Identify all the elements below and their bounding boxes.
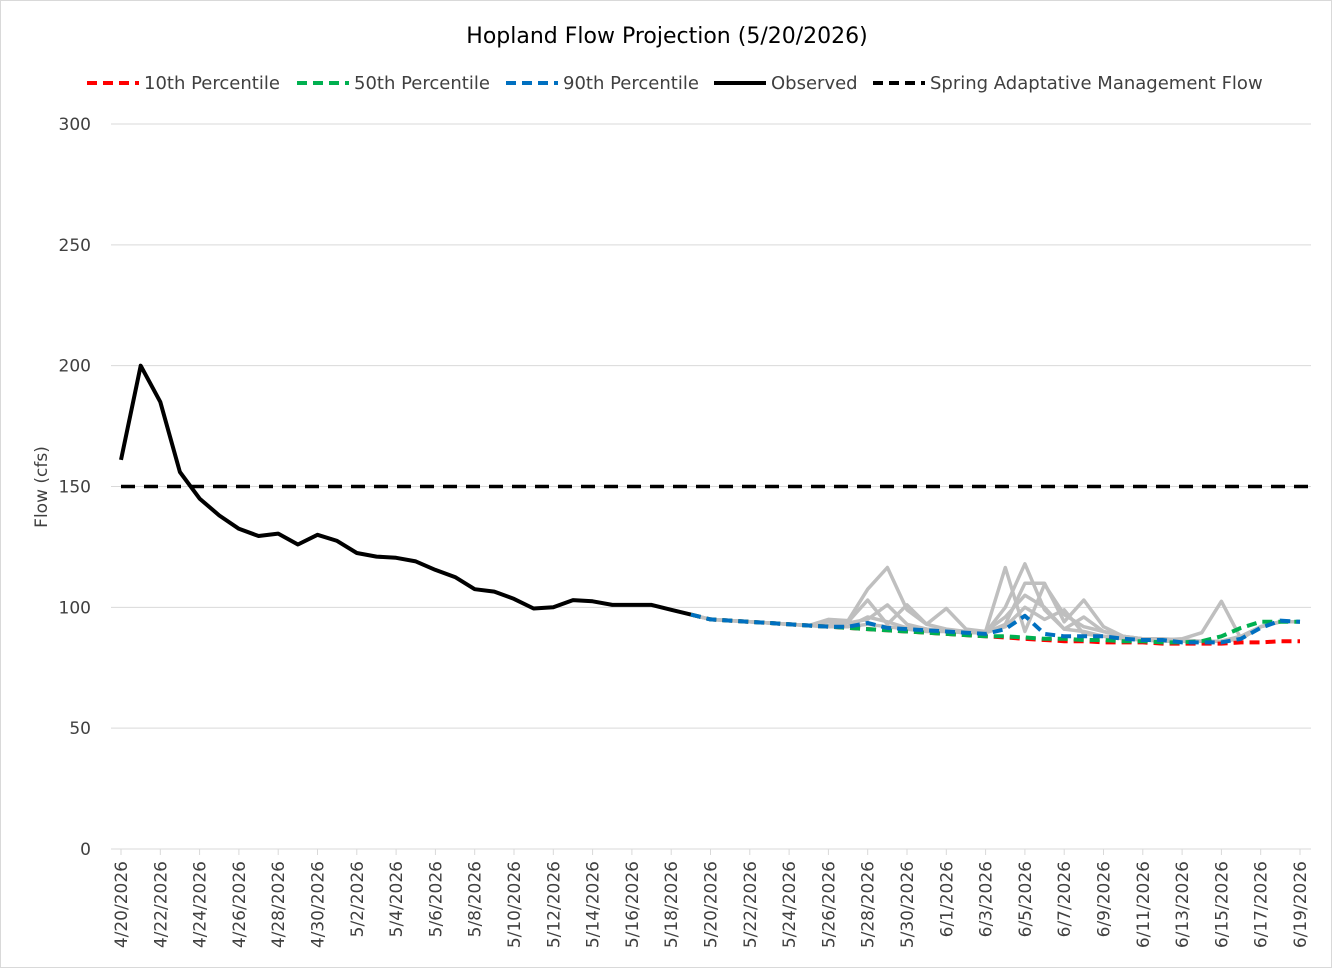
observed-layer: [119, 363, 692, 617]
x-tick-label: 4/30/2026: [309, 861, 329, 948]
y-tick-label: 100: [59, 598, 91, 618]
x-tick-label: 6/15/2026: [1212, 861, 1232, 948]
legend: 10th Percentile 50th Percentile 90th Perce…: [87, 73, 1263, 94]
y-axis-ticks: 0 50 100 150 200 250 300: [59, 115, 91, 860]
x-tick-label: 6/19/2026: [1291, 861, 1311, 948]
x-tick-label: 5/18/2026: [662, 861, 682, 948]
legend-label: Observed: [771, 73, 858, 94]
percentile-layer: [690, 612, 1301, 646]
x-tick-label: 6/3/2026: [977, 861, 997, 937]
x-tick-label: 4/20/2026: [112, 861, 132, 948]
x-axis: 4/20/2026 4/22/2026 4/24/2026 4/26/2026 4/28…: [111, 848, 1311, 948]
x-tick-label: 5/16/2026: [623, 861, 643, 948]
x-tick-label: 4/28/2026: [269, 861, 289, 948]
x-tick-label: 5/14/2026: [584, 861, 604, 948]
x-tick-label: 6/5/2026: [1016, 861, 1036, 937]
y-tick-label: 150: [59, 478, 91, 498]
legend-label: 90th Percentile: [563, 73, 699, 94]
x-tick-label: 6/1/2026: [937, 861, 957, 937]
percentile-line: [690, 612, 1301, 645]
x-tick-label: 5/20/2026: [702, 861, 722, 948]
x-tick-label: 4/26/2026: [230, 861, 250, 948]
x-tick-label: 6/17/2026: [1252, 861, 1272, 948]
x-tick-label: 5/12/2026: [544, 861, 564, 948]
observed-line: [119, 363, 692, 617]
y-tick-label: 300: [59, 115, 91, 135]
x-tick-label: 5/30/2026: [898, 861, 918, 948]
legend-label: 50th Percentile: [354, 73, 490, 94]
legend-label: Spring Adaptative Management Flow: [930, 73, 1263, 94]
legend-label: 10th Percentile: [144, 73, 280, 94]
y-tick-label: 50: [69, 719, 91, 739]
x-tick-label: 6/9/2026: [1095, 861, 1115, 937]
x-tick-label: 5/4/2026: [387, 861, 407, 937]
x-tick-label: 5/24/2026: [780, 861, 800, 948]
x-tick-label: 5/22/2026: [741, 861, 761, 948]
x-tick-label: 4/22/2026: [151, 861, 171, 948]
y-tick-label: 250: [59, 236, 91, 256]
x-tick-label: 6/11/2026: [1134, 861, 1154, 948]
x-tick-label: 6/13/2026: [1173, 861, 1193, 948]
y-tick-label: 200: [59, 357, 91, 377]
x-tick-label: 5/2/2026: [348, 861, 368, 937]
x-tick-label: 5/6/2026: [426, 861, 446, 937]
x-tick-label: 5/26/2026: [819, 861, 839, 948]
x-tick-label: 6/7/2026: [1055, 861, 1075, 937]
x-tick-label: 4/24/2026: [191, 861, 211, 948]
x-tick-label: 5/8/2026: [466, 861, 486, 937]
x-tick-label: 5/10/2026: [505, 861, 525, 948]
y-axis-title: Flow (cfs): [32, 446, 52, 528]
x-tick-label: 5/28/2026: [859, 861, 879, 948]
y-tick-label: 0: [80, 840, 91, 860]
chart-title: Hopland Flow Projection (5/20/2026): [466, 24, 867, 49]
